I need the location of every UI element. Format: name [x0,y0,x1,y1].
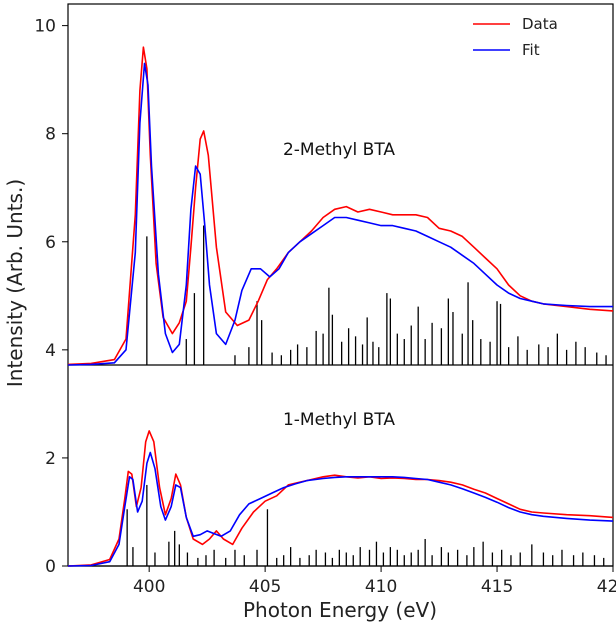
y-tick-label: 2 [45,449,56,469]
x-tick-label: 400 [133,577,165,597]
stick-spectra [68,225,613,567]
y-axis-label: Intensity (Arb. Unts.) [3,179,27,387]
axis-ticks: 400 405 410 415 420 0 2 4 6 8 10 [34,17,616,597]
series-line-data [67,46,614,366]
y-tick-label: 8 [45,125,56,145]
y-tick-label: 10 [34,17,56,37]
panel-label: 2-Methyl BTA [283,140,395,160]
text-labels: 2-Methyl BTA 1-Methyl BTA [283,140,395,430]
plot-frame [67,3,614,567]
series-line-data [67,430,614,567]
x-tick-label: 410 [365,577,397,597]
y-tick-label: 4 [45,341,56,361]
x-axis-label: Photon Energy (eV) [243,598,437,622]
curves [67,46,614,567]
x-tick-label: 415 [481,577,513,597]
x-tick-label: 405 [249,577,281,597]
y-tick-label: 0 [45,557,56,577]
legend-label-fit: Fit [522,41,540,59]
panel-label: 1-Methyl BTA [283,410,395,430]
legend: Data Fit [473,15,558,59]
legend-label-data: Data [522,15,558,33]
series-line-fit [67,451,614,567]
series-line-fit [67,62,613,366]
x-tick-label: 420 [597,577,616,597]
y-tick-label: 6 [45,233,56,253]
